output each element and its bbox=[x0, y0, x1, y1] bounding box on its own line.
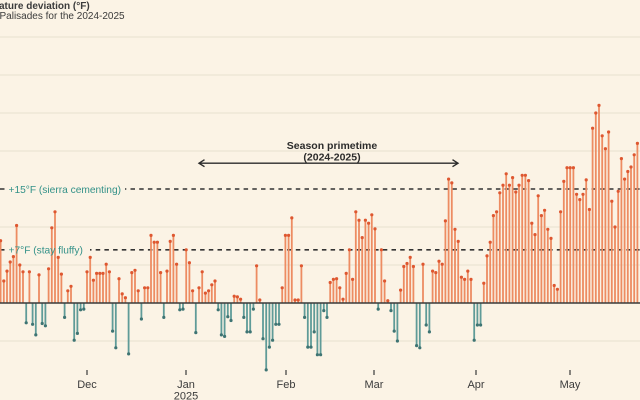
svg-text:2025: 2025 bbox=[174, 391, 198, 400]
svg-text:+7°F (stay fluffy): +7°F (stay fluffy) bbox=[9, 246, 83, 257]
svg-text:Season primetime: Season primetime bbox=[287, 140, 378, 152]
svg-text:Apr: Apr bbox=[467, 379, 484, 391]
svg-text:May: May bbox=[560, 379, 581, 391]
svg-text:Dec: Dec bbox=[77, 379, 97, 391]
svg-text:+15°F (sierra cementing): +15°F (sierra cementing) bbox=[9, 185, 122, 196]
svg-text:Mar: Mar bbox=[365, 379, 384, 391]
svg-text:ature deviation (°F): ature deviation (°F) bbox=[0, 1, 90, 12]
svg-text:(2024-2025): (2024-2025) bbox=[303, 152, 360, 164]
svg-text:Jan: Jan bbox=[177, 379, 195, 391]
svg-text:Palisades for the 2024-2025: Palisades for the 2024-2025 bbox=[0, 11, 125, 22]
svg-text:Feb: Feb bbox=[277, 379, 296, 391]
